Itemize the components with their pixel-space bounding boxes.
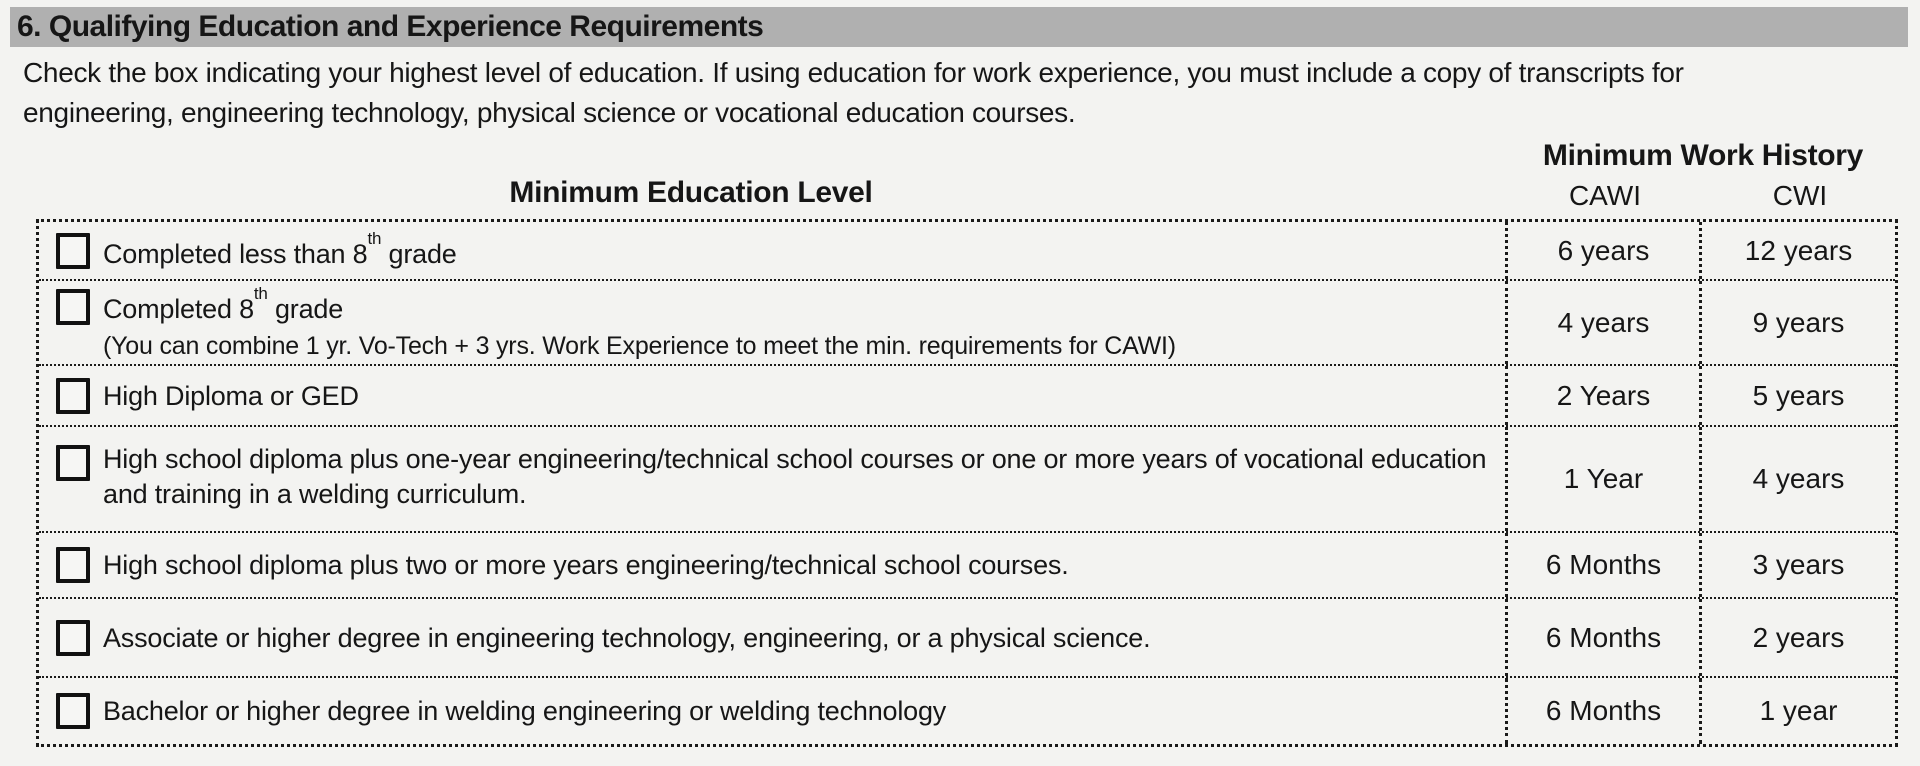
- label-text: grade: [267, 294, 344, 324]
- cawi-value-cell: 4 years: [1505, 281, 1699, 364]
- education-level-checkbox[interactable]: [56, 619, 90, 656]
- education-level-cell: High Diploma or GED: [39, 366, 1505, 425]
- cwi-value-cell: 2 years: [1699, 599, 1895, 676]
- cwi-value-cell: 1 year: [1699, 678, 1895, 744]
- section-title: 6. Qualifying Education and Experience R…: [17, 10, 764, 43]
- table-row: High school diploma plus two or more yea…: [39, 533, 1895, 599]
- cawi-value-cell: 2 Years: [1505, 366, 1699, 425]
- cwi-value-cell: 12 years: [1699, 222, 1895, 279]
- table-row: High Diploma or GED 2 Years 5 years: [39, 366, 1895, 427]
- education-level-header: Minimum Education Level: [509, 176, 873, 209]
- section-header-bar: 6. Qualifying Education and Experience R…: [10, 7, 1908, 47]
- intro-text: Check the box indicating your highest le…: [23, 53, 1684, 133]
- cawi-column-header: CAWI: [1568, 180, 1642, 211]
- table-row: Associate or higher degree in engineerin…: [39, 599, 1895, 678]
- education-level-checkbox[interactable]: [56, 289, 90, 325]
- table-row: Completed less than 8th grade 6 years 12…: [39, 222, 1895, 281]
- education-level-cell: Bachelor or higher degree in welding eng…: [39, 678, 1505, 744]
- cawi-value-cell: 6 Months: [1505, 678, 1699, 744]
- education-level-checkbox[interactable]: [56, 547, 90, 583]
- education-level-cell: Completed 8th grade (You can combine 1 y…: [39, 281, 1505, 364]
- education-level-note: (You can combine 1 yr. Vo-Tech + 3 yrs. …: [103, 332, 1176, 360]
- education-level-label: Bachelor or higher degree in welding eng…: [103, 696, 947, 726]
- education-level-checkbox[interactable]: [56, 445, 90, 481]
- cawi-value-cell: 6 Months: [1505, 533, 1699, 597]
- table-row: Completed 8th grade (You can combine 1 y…: [39, 281, 1895, 366]
- cawi-value-cell: 6 Months: [1505, 599, 1699, 676]
- cawi-value-cell: 1 Year: [1505, 427, 1699, 531]
- education-level-checkbox[interactable]: [56, 377, 90, 414]
- cwi-value-cell: 4 years: [1699, 427, 1895, 531]
- education-level-cell: Completed less than 8th grade: [39, 222, 1505, 279]
- cawi-value-cell: 6 years: [1505, 222, 1699, 279]
- education-level-label-block: Completed 8th grade (You can combine 1 y…: [103, 284, 1176, 364]
- education-level-label: Completed 8th grade: [103, 284, 1176, 326]
- education-level-label: High Diploma or GED: [103, 380, 359, 411]
- requirements-table: Completed less than 8th grade 6 years 12…: [36, 219, 1898, 747]
- cwi-value-cell: 5 years: [1699, 366, 1895, 425]
- intro-line-1: Check the box indicating your highest le…: [23, 57, 1684, 88]
- education-level-label: Associate or higher degree in engineerin…: [103, 622, 1151, 653]
- education-level-label: Completed less than 8th grade: [103, 228, 457, 271]
- superscript: th: [253, 284, 268, 303]
- education-level-label: High school diploma plus one-year engine…: [103, 444, 1487, 509]
- education-level-checkbox[interactable]: [56, 232, 90, 269]
- work-history-header: Minimum Work History: [1542, 139, 1864, 172]
- education-level-checkbox[interactable]: [56, 693, 90, 729]
- education-level-cell: High school diploma plus two or more yea…: [39, 533, 1505, 597]
- education-level-cell: Associate or higher degree in engineerin…: [39, 599, 1505, 676]
- education-level-label: High school diploma plus two or more yea…: [103, 550, 1069, 580]
- cwi-column-header: CWI: [1772, 180, 1828, 211]
- cwi-value-cell: 3 years: [1699, 533, 1895, 597]
- education-level-cell: High school diploma plus one-year engine…: [39, 427, 1505, 531]
- label-text: grade: [381, 238, 457, 269]
- cwi-value-cell: 9 years: [1699, 281, 1895, 364]
- label-text: Completed 8: [103, 294, 254, 324]
- intro-line-2: engineering, engineering technology, phy…: [23, 97, 1076, 128]
- table-row: Bachelor or higher degree in welding eng…: [39, 678, 1895, 744]
- label-text: Completed less than 8: [103, 238, 368, 269]
- superscript: th: [367, 228, 382, 248]
- table-row: High school diploma plus one-year engine…: [39, 427, 1895, 533]
